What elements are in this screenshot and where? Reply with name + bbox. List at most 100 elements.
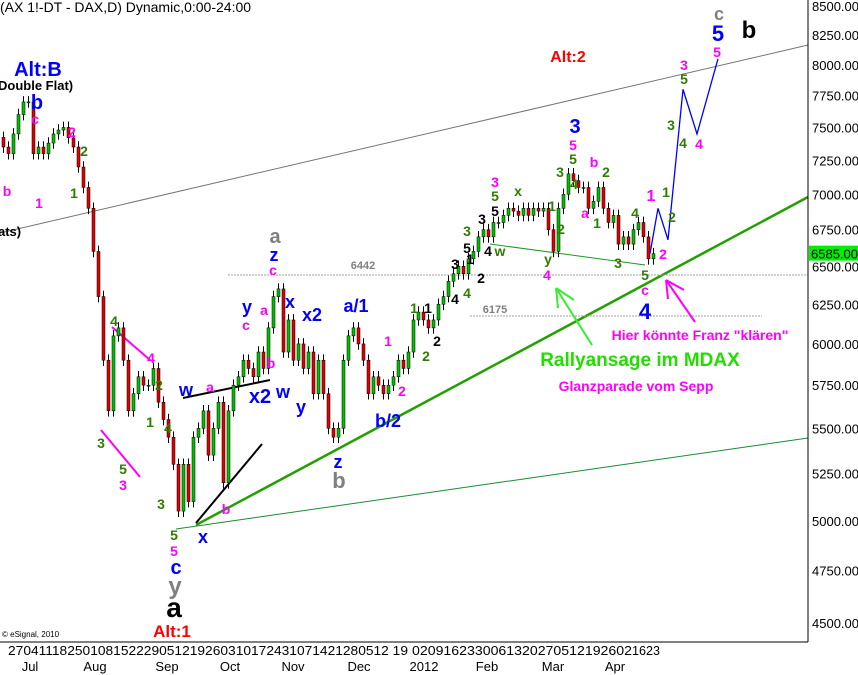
forecast-path-line [649, 58, 719, 254]
x-month-label: Feb [476, 659, 498, 674]
wave-label: 3 [97, 435, 105, 451]
candle-down [586, 187, 591, 209]
wave-label: 2 [68, 124, 76, 140]
candle-down [376, 376, 381, 386]
y-tick-label: 5000.00 [812, 514, 858, 529]
x-month-label: Aug [83, 659, 106, 674]
candle-down [511, 208, 516, 212]
candle-up [501, 215, 506, 223]
candle-up [51, 133, 56, 144]
wave-label: b [31, 92, 43, 114]
wave-label: 3 [451, 256, 459, 272]
candle-down [106, 359, 111, 412]
candle-up [481, 229, 486, 238]
wave-label: x2 [249, 386, 271, 408]
green-arrow-icon [555, 287, 593, 346]
wave-label: c [31, 111, 39, 127]
wave-label: 1 [662, 184, 670, 200]
candle-up [16, 114, 21, 135]
candle-down [516, 210, 521, 216]
y-tick-label: 5250.00 [812, 466, 858, 481]
candle-down [426, 319, 431, 329]
wave-label: 1 [70, 185, 78, 201]
wave4-base-line [489, 243, 646, 266]
wave-label: Alt:1 [153, 622, 191, 641]
candle-up [371, 376, 376, 394]
candle-down [356, 327, 361, 345]
candle-down [646, 236, 651, 260]
last-price-background [809, 245, 858, 261]
candle-down [76, 146, 81, 168]
candle-down [366, 359, 371, 394]
y-tick-label: 4500.00 [812, 616, 858, 631]
y-axis: 8500.00 8250.00 8000.00 7750.00 7500.00 7250.… [812, 0, 858, 631]
y-tick-label: 6000.00 [812, 337, 858, 352]
candle-down [261, 351, 266, 369]
y-tick-label: 4750.00 [812, 564, 858, 579]
x-month-label: 2012 [410, 659, 439, 674]
candle-up [386, 384, 391, 394]
wave-label: y [168, 573, 182, 600]
candle-up [26, 101, 31, 104]
x-month-label: Oct [220, 659, 241, 674]
wave-label: 3 [614, 255, 622, 271]
wave-label: a [260, 302, 268, 318]
w-line [182, 379, 271, 399]
candle-up [441, 296, 446, 305]
wave-label: 3 [556, 164, 564, 180]
candle-up [476, 236, 481, 252]
wave-label: 2 [659, 246, 667, 262]
candle-up [596, 187, 601, 202]
candle-down [6, 146, 11, 154]
candle-up [396, 359, 401, 378]
candle-down [486, 229, 491, 238]
y-tick-label: 7000.00 [812, 187, 858, 202]
candle-down [616, 215, 621, 245]
candle-up [341, 359, 346, 429]
candle-up [351, 327, 356, 337]
x-month-label: Apr [605, 659, 626, 674]
candle-up [431, 319, 436, 329]
forecast-overlay [555, 58, 719, 346]
candle-up [496, 222, 501, 224]
pink-arrow-icon [665, 279, 696, 323]
candle-up [491, 222, 496, 238]
wave-label: 3 [491, 174, 499, 190]
candle-up [61, 127, 66, 131]
candle-down [41, 146, 46, 154]
wave-label: a [269, 226, 281, 248]
wave-label: 6442 [351, 260, 375, 272]
candle-up [391, 376, 396, 386]
wave-label: 4 [570, 176, 578, 192]
wave-label: 1 [466, 251, 474, 267]
candle-up [316, 359, 321, 394]
candle-down [601, 187, 606, 209]
wave-label: a [166, 592, 182, 623]
wave-label: Alt:B [14, 59, 62, 81]
wave-label: 5 [569, 137, 577, 153]
wave-label: 1 [35, 195, 43, 211]
x-axis: 2704111825010815222905121926031017243107… [8, 643, 660, 674]
candle-down [71, 137, 76, 148]
wave-label: 3 [478, 211, 486, 227]
candle-up [131, 393, 136, 412]
candle-up [56, 129, 61, 135]
wave-label: c [641, 282, 649, 298]
x-month-label: Dec [347, 659, 371, 674]
wave-label: x [285, 292, 295, 312]
wave-label: Rallyansage im MDAX [540, 350, 740, 371]
candle-up [471, 251, 476, 260]
candle-up [46, 142, 51, 154]
wave-label: Alt:2 [550, 49, 586, 66]
wave-label: Glanzparade vom Sepp [559, 378, 714, 394]
wave-label: 4 [463, 285, 471, 301]
wave-label: b [222, 501, 231, 517]
candle-down [141, 376, 146, 386]
wave-label: 4 [164, 420, 172, 436]
wave-label: ats) [0, 224, 21, 239]
chart-title: (AX 1!-DT - DAX,D) Dynamic,0:00-24:00 [0, 0, 251, 15]
candle-up [446, 281, 451, 297]
candle-down [361, 343, 366, 361]
